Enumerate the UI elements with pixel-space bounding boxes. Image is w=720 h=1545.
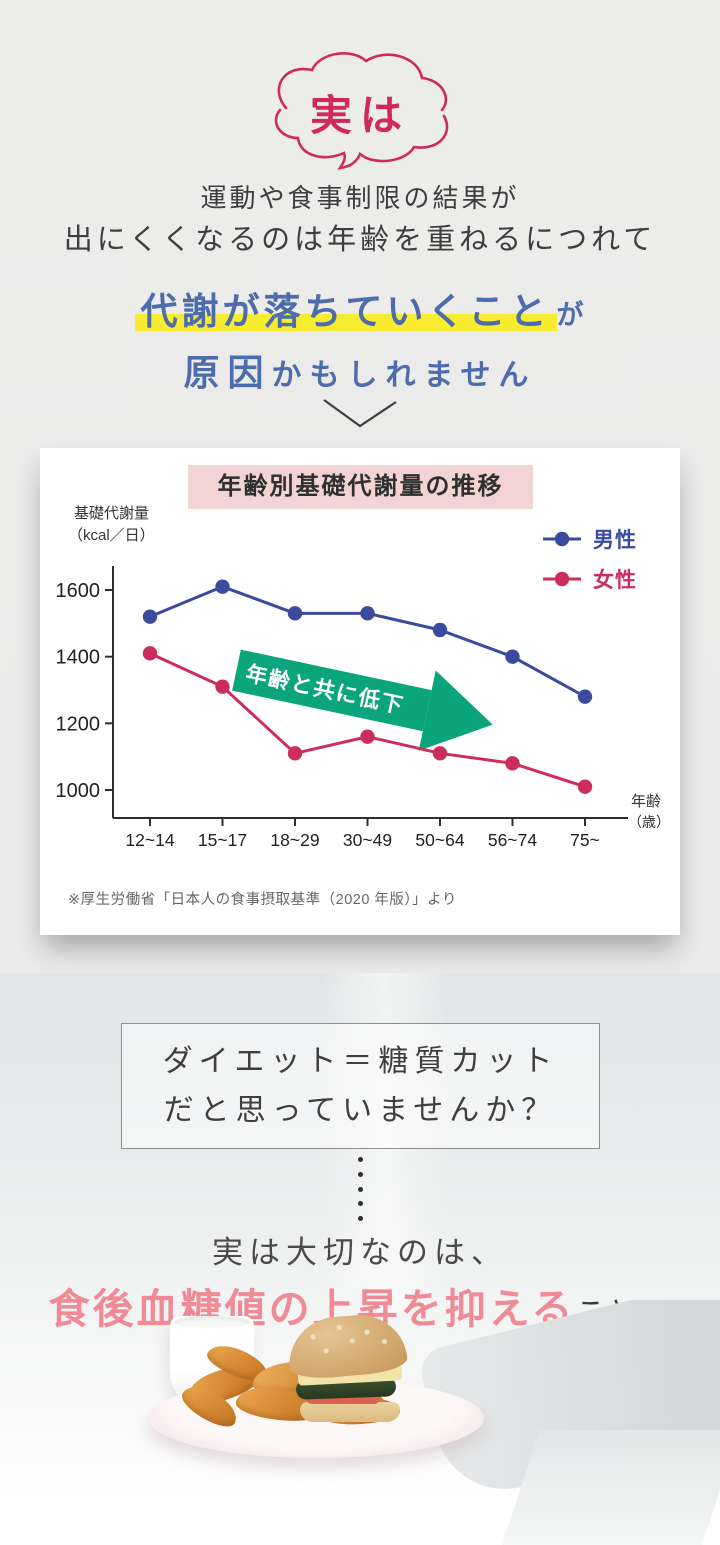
answer-lead: 実は大切なのは、 xyxy=(212,1235,508,1270)
series-marker-0 xyxy=(142,609,158,624)
x-tick-label: 50~64 xyxy=(415,830,464,850)
x-tick-label: 15~17 xyxy=(198,830,247,850)
legend-label: 男性 xyxy=(593,528,637,552)
series-marker-1 xyxy=(360,729,375,744)
dotted-divider xyxy=(356,1157,364,1221)
x-tick-label: 75~ xyxy=(570,830,600,850)
chevron-down-icon xyxy=(323,399,397,428)
speech-bubble-outline xyxy=(274,52,449,170)
y-tick-label: 1400 xyxy=(56,647,101,669)
series-marker-0 xyxy=(432,622,448,638)
emphasis-line: 代謝が落ちていくことが xyxy=(0,281,720,335)
diet-section: ダイエット＝糖質カット だと思っていませんか？ 実は大切なのは、 食後血糖値の上… xyxy=(0,973,720,1545)
series-marker-1 xyxy=(432,746,448,761)
conclusion-strong: 原因 xyxy=(183,352,272,393)
speech-bubble: 実は xyxy=(252,48,468,170)
series-marker-1 xyxy=(142,646,158,661)
legend-marker xyxy=(554,531,570,547)
series-marker-0 xyxy=(215,579,230,594)
food-photo xyxy=(0,1300,720,1545)
series-line-1 xyxy=(149,651,586,789)
x-tick-label: 18~29 xyxy=(270,830,319,850)
y-tick-label: 1200 xyxy=(56,713,101,735)
series-marker-0 xyxy=(287,606,303,621)
conclusion-line: 原因かもしれません xyxy=(0,344,720,396)
y-tick-label: 1600 xyxy=(56,580,101,602)
chart-title: 年齢別基礎代謝量の推移 xyxy=(188,465,533,509)
x-tick-label: 56~74 xyxy=(488,830,537,850)
x-tick-label: 30~49 xyxy=(343,830,392,850)
legend-label: 女性 xyxy=(593,568,637,592)
x-tick-label: 12~14 xyxy=(125,830,174,850)
chart-source-note: ※厚生労働省「日本人の食事摂取基準（2020 年版）」より xyxy=(68,892,457,908)
emphasis-suffix: が xyxy=(556,300,586,330)
series-marker-1 xyxy=(215,679,230,694)
question-line-1: ダイエット＝糖質カット xyxy=(162,1044,559,1078)
series-marker-0 xyxy=(505,649,520,664)
intro-section: 実は 運動や食事制限の結果が 出にくくなるのは年齢を重ねるにつれて 代謝が落ちて… xyxy=(0,0,720,973)
trend-arrow: 年齢と共に低下 xyxy=(232,649,493,751)
series-marker-0 xyxy=(577,689,593,704)
chair-leg xyxy=(500,1430,720,1545)
series-marker-1 xyxy=(577,779,593,794)
intro-line-1: 運動や食事制限の結果が xyxy=(200,183,520,213)
x-axis-title: （歳） xyxy=(628,814,670,830)
legend-marker xyxy=(554,571,570,587)
question-box: ダイエット＝糖質カット だと思っていませんか？ xyxy=(121,1023,600,1149)
y-axis-title: 基礎代謝量 xyxy=(74,505,149,522)
bubble-label: 実は xyxy=(309,92,410,139)
emphasis-highlight: 代謝が落ちていくこと xyxy=(134,291,557,332)
burger-bottom-bun xyxy=(300,1402,400,1422)
series-marker-0 xyxy=(360,606,375,621)
y-tick-label: 1000 xyxy=(56,780,101,802)
x-axis-title: 年齢 xyxy=(631,793,661,810)
intro-line-2: 出にくくなるのは年齢を重ねるにつれて xyxy=(63,224,657,256)
question-line-2: だと思っていませんか？ xyxy=(163,1094,558,1127)
series-marker-1 xyxy=(287,746,303,761)
chart-card: 基礎代謝量 （kcal／日） 1000 1200 1400 1600 12~14 15~17 1… xyxy=(40,448,680,935)
y-axis-title: （kcal／日） xyxy=(68,527,155,544)
conclusion-rest: かもしれません xyxy=(271,359,537,392)
series-marker-1 xyxy=(505,756,520,771)
basal-metabolism-chart: 基礎代謝量 （kcal／日） 1000 1200 1400 1600 12~14 15~17 1… xyxy=(56,505,671,850)
